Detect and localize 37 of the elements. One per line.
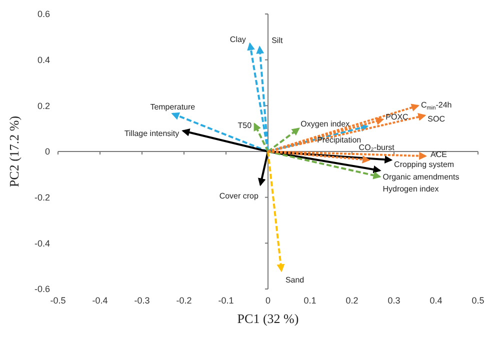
x-tick-label: -0.5	[50, 295, 66, 306]
series-label: CO₂-burst	[358, 143, 396, 152]
y-tick-label: -0.6	[34, 284, 50, 294]
x-axis-title: PC1 (32 %)	[237, 311, 299, 326]
y-tick-label: 0	[44, 146, 50, 157]
x-tick-label: 0	[265, 295, 271, 306]
series-label: Cropping system	[394, 160, 454, 170]
series-label: POXC	[386, 112, 409, 122]
series-label: Sand	[285, 276, 304, 285]
y-axis-title: PC2 (17.2 %)	[6, 116, 22, 188]
series-label: Hydrogen index	[382, 184, 439, 194]
series-label: Cover crop	[219, 192, 259, 201]
series-label: ACE	[430, 150, 447, 160]
series-label: Organic amendments	[382, 172, 460, 182]
series-label: Silt	[272, 36, 284, 46]
x-tick-label: 0.2	[346, 295, 358, 306]
series-label: Clay	[230, 34, 246, 44]
series-label: Precipitation	[317, 135, 362, 144]
series-label: Oxygen index	[300, 120, 350, 129]
series-label: Temperature	[150, 102, 196, 112]
x-tick-label: -0.3	[134, 295, 150, 306]
y-tick-label: 0.4	[37, 55, 50, 66]
x-tick-label: -0.1	[218, 295, 234, 306]
y-tick-label: 0.6	[37, 9, 50, 20]
x-tick-label: 0.1	[304, 295, 316, 306]
x-tick-label: 0.3	[388, 295, 400, 306]
series-label: C$_{min}$-24h	[420, 100, 452, 112]
series-label: T50	[238, 121, 252, 130]
series-label: SOC	[428, 114, 446, 124]
y-tick-label: -0.4	[34, 238, 50, 248]
x-tick-label: -0.2	[176, 295, 192, 306]
x-tick-label: 0.4	[430, 295, 442, 306]
x-tick-label: 0.5	[472, 295, 484, 306]
y-tick-label: 0.2	[37, 100, 50, 111]
x-tick-label: -0.4	[92, 295, 108, 306]
series-label: Tillage intensity	[124, 128, 180, 138]
y-tick-label: -0.2	[34, 192, 50, 203]
